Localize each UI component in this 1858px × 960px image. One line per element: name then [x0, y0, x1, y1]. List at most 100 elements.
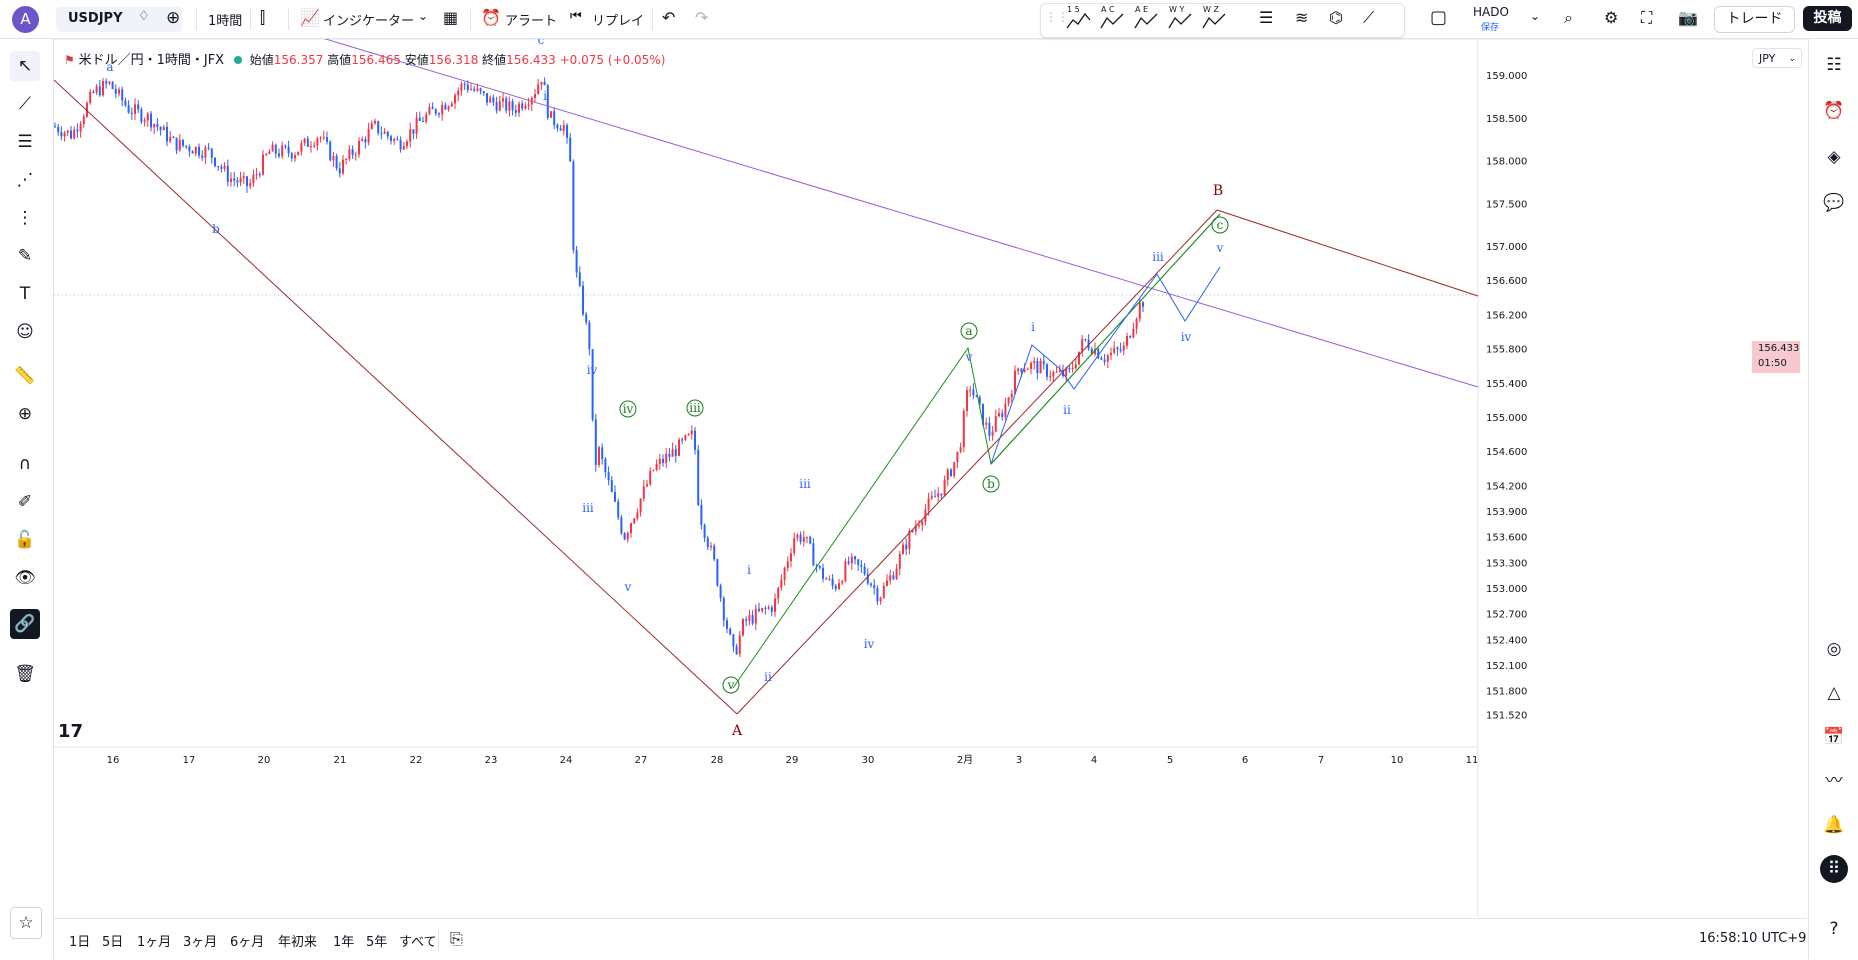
candle-body	[655, 463, 658, 470]
ruler-icon[interactable]: 📏	[14, 366, 36, 386]
wave-label-2[interactable]: A E	[1135, 5, 1149, 14]
candle-body	[825, 578, 828, 580]
favorites-star-icon[interactable]: ☆	[10, 907, 42, 939]
date-range-icon[interactable]: ⎘	[450, 929, 463, 948]
candle-body	[162, 126, 165, 131]
candle-body	[412, 129, 415, 134]
trash-icon[interactable]: 🗑	[14, 664, 36, 684]
lock-drawing-icon[interactable]: ✐	[17, 492, 33, 512]
zoom-in-icon[interactable]: ⊕	[17, 404, 33, 424]
fib-channel-icon[interactable]: ≋	[1295, 8, 1309, 27]
time-tick-label: 2月	[957, 754, 973, 766]
fib-retracement-icon[interactable]: ☰	[17, 132, 33, 152]
text-icon[interactable]: T	[19, 284, 31, 304]
fullscreen-icon[interactable]: ⛶	[1641, 8, 1653, 27]
currency-label: JPY	[1759, 52, 1776, 65]
timeframe-1d[interactable]: 1日	[69, 935, 91, 950]
chevron-down-icon[interactable]: ⌄	[418, 9, 429, 23]
brush-icon[interactable]: ✎	[17, 246, 33, 266]
candle-body	[278, 153, 280, 157]
candle-body	[1081, 339, 1084, 352]
camera-icon[interactable]: 📷	[1678, 8, 1698, 27]
chat-icon[interactable]: 💬	[1823, 193, 1845, 213]
link-icon[interactable]: 🔗	[10, 609, 40, 639]
forecasting-icon[interactable]: ⋮	[16, 208, 34, 228]
timeframe-1y[interactable]: 1年	[333, 935, 355, 950]
settings-gear-icon[interactable]: ⚙	[1604, 8, 1619, 27]
timeframe-ytd[interactable]: 年初来	[278, 935, 318, 950]
timeframe-3m[interactable]: 3ヶ月	[183, 935, 218, 950]
indicators-button[interactable]: インジケーター	[323, 14, 415, 29]
trend-line-icon[interactable]: ⟋	[19, 94, 31, 114]
replay-button[interactable]: リプレイ	[592, 14, 645, 29]
chevron-down-icon[interactable]: ⌄	[1530, 9, 1541, 23]
alerts-clock-icon[interactable]: ⏰	[1823, 101, 1845, 121]
currency-select[interactable]: JPY ⌄	[1752, 48, 1802, 68]
ideas-icon[interactable]: △	[1827, 683, 1841, 703]
notification-bell-icon[interactable]: 🔔	[1823, 815, 1845, 835]
quick-search-icon[interactable]: ⌕	[1564, 8, 1573, 27]
alert-button[interactable]: アラート	[505, 14, 558, 29]
time-tick-label: 17	[183, 755, 196, 766]
pattern-icon[interactable]: ⋰	[16, 170, 34, 190]
price-chart[interactable]: 159.000 158.500 158.000 157.500 157.000 156.6…	[54, 39, 1807, 917]
templates-icon[interactable]: ▦	[443, 8, 459, 27]
eye-icon[interactable]: 👁	[14, 568, 36, 588]
speedometer-icon[interactable]: ◎	[1826, 639, 1842, 659]
wave-label-3[interactable]: W Y	[1169, 5, 1185, 14]
right-sidebar: ☷ ⏰ ◈ 💬 ◎ △ 📅 〰 🔔 ⠿ ?	[1808, 39, 1858, 959]
signal-icon[interactable]: 〰	[1825, 771, 1843, 791]
layout-name[interactable]: HADO	[1473, 5, 1509, 19]
replay-icon[interactable]: ⏮	[570, 9, 582, 24]
candle-body	[742, 619, 744, 636]
user-avatar[interactable]: A	[12, 6, 39, 33]
magnet-icon[interactable]: ∩	[18, 454, 32, 474]
abcde-wave-tool-icon	[1134, 13, 1158, 29]
trade-button[interactable]: トレード	[1714, 6, 1795, 33]
wave-label-0[interactable]: 1 5	[1067, 5, 1080, 14]
timeframe-1m[interactable]: 1ヶ月	[137, 935, 172, 950]
help-icon[interactable]: ?	[1829, 919, 1839, 939]
candle-body	[556, 124, 559, 129]
watchlist-icon[interactable]: ☷	[1826, 55, 1842, 75]
redo-icon[interactable]: ↷	[695, 8, 709, 27]
add-symbol-icon[interactable]: ⊕	[166, 8, 181, 28]
cursor-icon[interactable]: ↖	[10, 51, 40, 81]
lock-icon[interactable]: 🔓	[14, 530, 36, 550]
candle-body	[1126, 335, 1128, 346]
emoji-icon[interactable]: ☺	[16, 322, 34, 342]
apps-grid-icon[interactable]: ⠿	[1820, 855, 1848, 883]
candle-body	[543, 81, 546, 86]
candle-body	[767, 607, 770, 609]
candle-body	[726, 620, 728, 629]
post-button[interactable]: 投稿	[1803, 6, 1852, 31]
timeframe-all[interactable]: すべて	[399, 935, 437, 950]
horizontal-lines-icon[interactable]: ☰	[1259, 8, 1274, 27]
timeframe-5d[interactable]: 5日	[102, 935, 124, 950]
candle-body	[982, 403, 984, 425]
alarm-icon[interactable]: ⏰	[481, 8, 501, 27]
timeframe-6m[interactable]: 6ヶ月	[230, 935, 265, 950]
wave-label-4[interactable]: W Z	[1203, 5, 1219, 14]
pattern-tool-icon[interactable]: ⌬	[1329, 8, 1343, 27]
candle-body	[665, 453, 668, 463]
rectangle-icon[interactable]: ▢	[1430, 7, 1448, 28]
candle-body	[914, 526, 917, 532]
candle-body	[796, 534, 799, 539]
calendar-icon[interactable]: 📅	[1823, 727, 1845, 747]
drag-handle-icon[interactable]: ⋮⋮	[1045, 10, 1069, 24]
wave-label-1[interactable]: A C	[1101, 5, 1115, 14]
diamond-icon[interactable]: ♢	[138, 9, 150, 24]
candle-body	[1116, 347, 1119, 350]
trend-line-icon[interactable]: ⟋	[1363, 8, 1375, 27]
clock-label[interactable]: 16:58:10 UTC+9	[1699, 931, 1807, 946]
layers-icon[interactable]: ◈	[1827, 147, 1841, 167]
interval-button[interactable]: 1時間	[208, 14, 243, 29]
indicator-icon[interactable]: 📈	[300, 8, 320, 27]
candle-body	[623, 533, 626, 540]
undo-icon[interactable]: ↶	[662, 8, 676, 27]
candle-type-icon[interactable]: ⫿	[260, 8, 266, 27]
symbol-search[interactable]: USDJPY ♢	[56, 7, 182, 32]
timeframe-5y[interactable]: 5年	[366, 935, 388, 950]
price-tick-label: 155.800	[1486, 345, 1527, 356]
